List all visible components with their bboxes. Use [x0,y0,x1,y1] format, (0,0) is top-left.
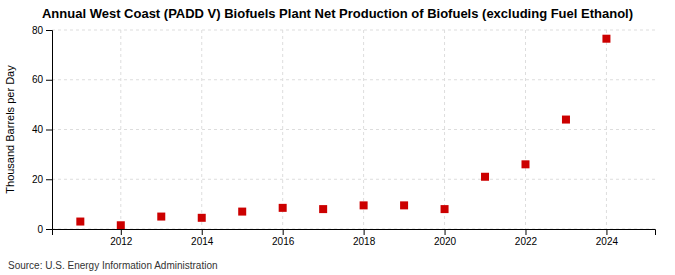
x-tick-label: 2022 [515,236,538,247]
x-grid-line [606,30,607,229]
x-grid-line [525,30,526,229]
y-tick: 0 [37,224,52,235]
point [602,35,610,43]
point [279,204,287,212]
x-axis: 2012 2014 2016 2018 2020 2022 2024 [53,229,656,247]
plot-area: 2012 2014 2016 2018 2020 2022 2024 0 20 40 60 80 [32,25,656,247]
point [521,160,529,168]
x-grid-line [444,30,445,229]
x-tick: 2022 [515,229,538,247]
point [360,201,368,209]
x-grid-line [201,30,202,229]
x-grid-line [363,30,364,229]
x-tick-label: 2020 [434,236,457,247]
y-grid-line [52,79,655,80]
x-tick-mark [202,229,203,235]
y-grid-line [52,179,655,180]
y-tick-label: 20 [32,174,44,185]
y-tick-label: 40 [32,124,44,135]
x-tick: 2018 [353,229,376,247]
point [157,213,165,221]
x-tick: 2024 [596,229,619,247]
grid [52,30,655,229]
y-grid-line [52,129,655,130]
x-tick-mark [283,229,284,235]
y-tick-label: 80 [32,25,44,36]
point [562,116,570,124]
y-tick-mark [46,130,52,131]
x-tick-mark [606,229,607,235]
x-grid-line [282,30,283,229]
point [198,214,206,222]
y-tick: 60 [32,74,52,85]
x-tick-label: 2024 [596,236,619,247]
point [76,218,84,226]
point [117,221,125,229]
chart: 2012 2014 2016 2018 2020 2022 2024 0 20 40 60 80 Tho… [0,0,675,275]
y-tick-mark [46,80,52,81]
y-tick: 40 [32,124,52,135]
x-tick-mark [364,229,365,235]
y-tick: 80 [32,25,52,36]
y-tick-label: 60 [32,74,44,85]
source: Source: U.S. Energy Information Administ… [8,260,218,271]
y-axis-title: Thousand Barrels per Day [4,65,16,194]
points [76,35,610,229]
y-tick-label: 0 [37,224,43,235]
y-grid-line [52,30,655,31]
y-tick-mark [46,229,52,230]
x-tick-mark [121,229,122,235]
x-tick-label: 2012 [110,236,133,247]
x-tick-label: 2014 [191,236,214,247]
point [441,205,449,213]
point [400,201,408,209]
point [481,173,489,181]
point [319,205,327,213]
x-tick-label: 2018 [353,236,376,247]
x-tick-label: 2016 [272,236,295,247]
x-tick-mark [445,229,446,235]
y-tick-mark [46,179,52,180]
y-tick: 20 [32,174,52,185]
y-axis-line [46,31,53,230]
x-tick: 2014 [191,229,214,247]
point [238,208,246,216]
x-tick: 2020 [434,229,457,247]
x-tick-mark [525,229,526,235]
x-tick: 2016 [272,229,295,247]
x-axis-line [53,230,656,236]
x-tick: 2012 [110,229,133,247]
x-grid-line [120,30,121,229]
y-axis: 0 20 40 60 80 [32,25,53,235]
y-tick-mark [46,30,52,31]
title: Annual West Coast (PADD V) Biofuels Plan… [42,6,633,21]
